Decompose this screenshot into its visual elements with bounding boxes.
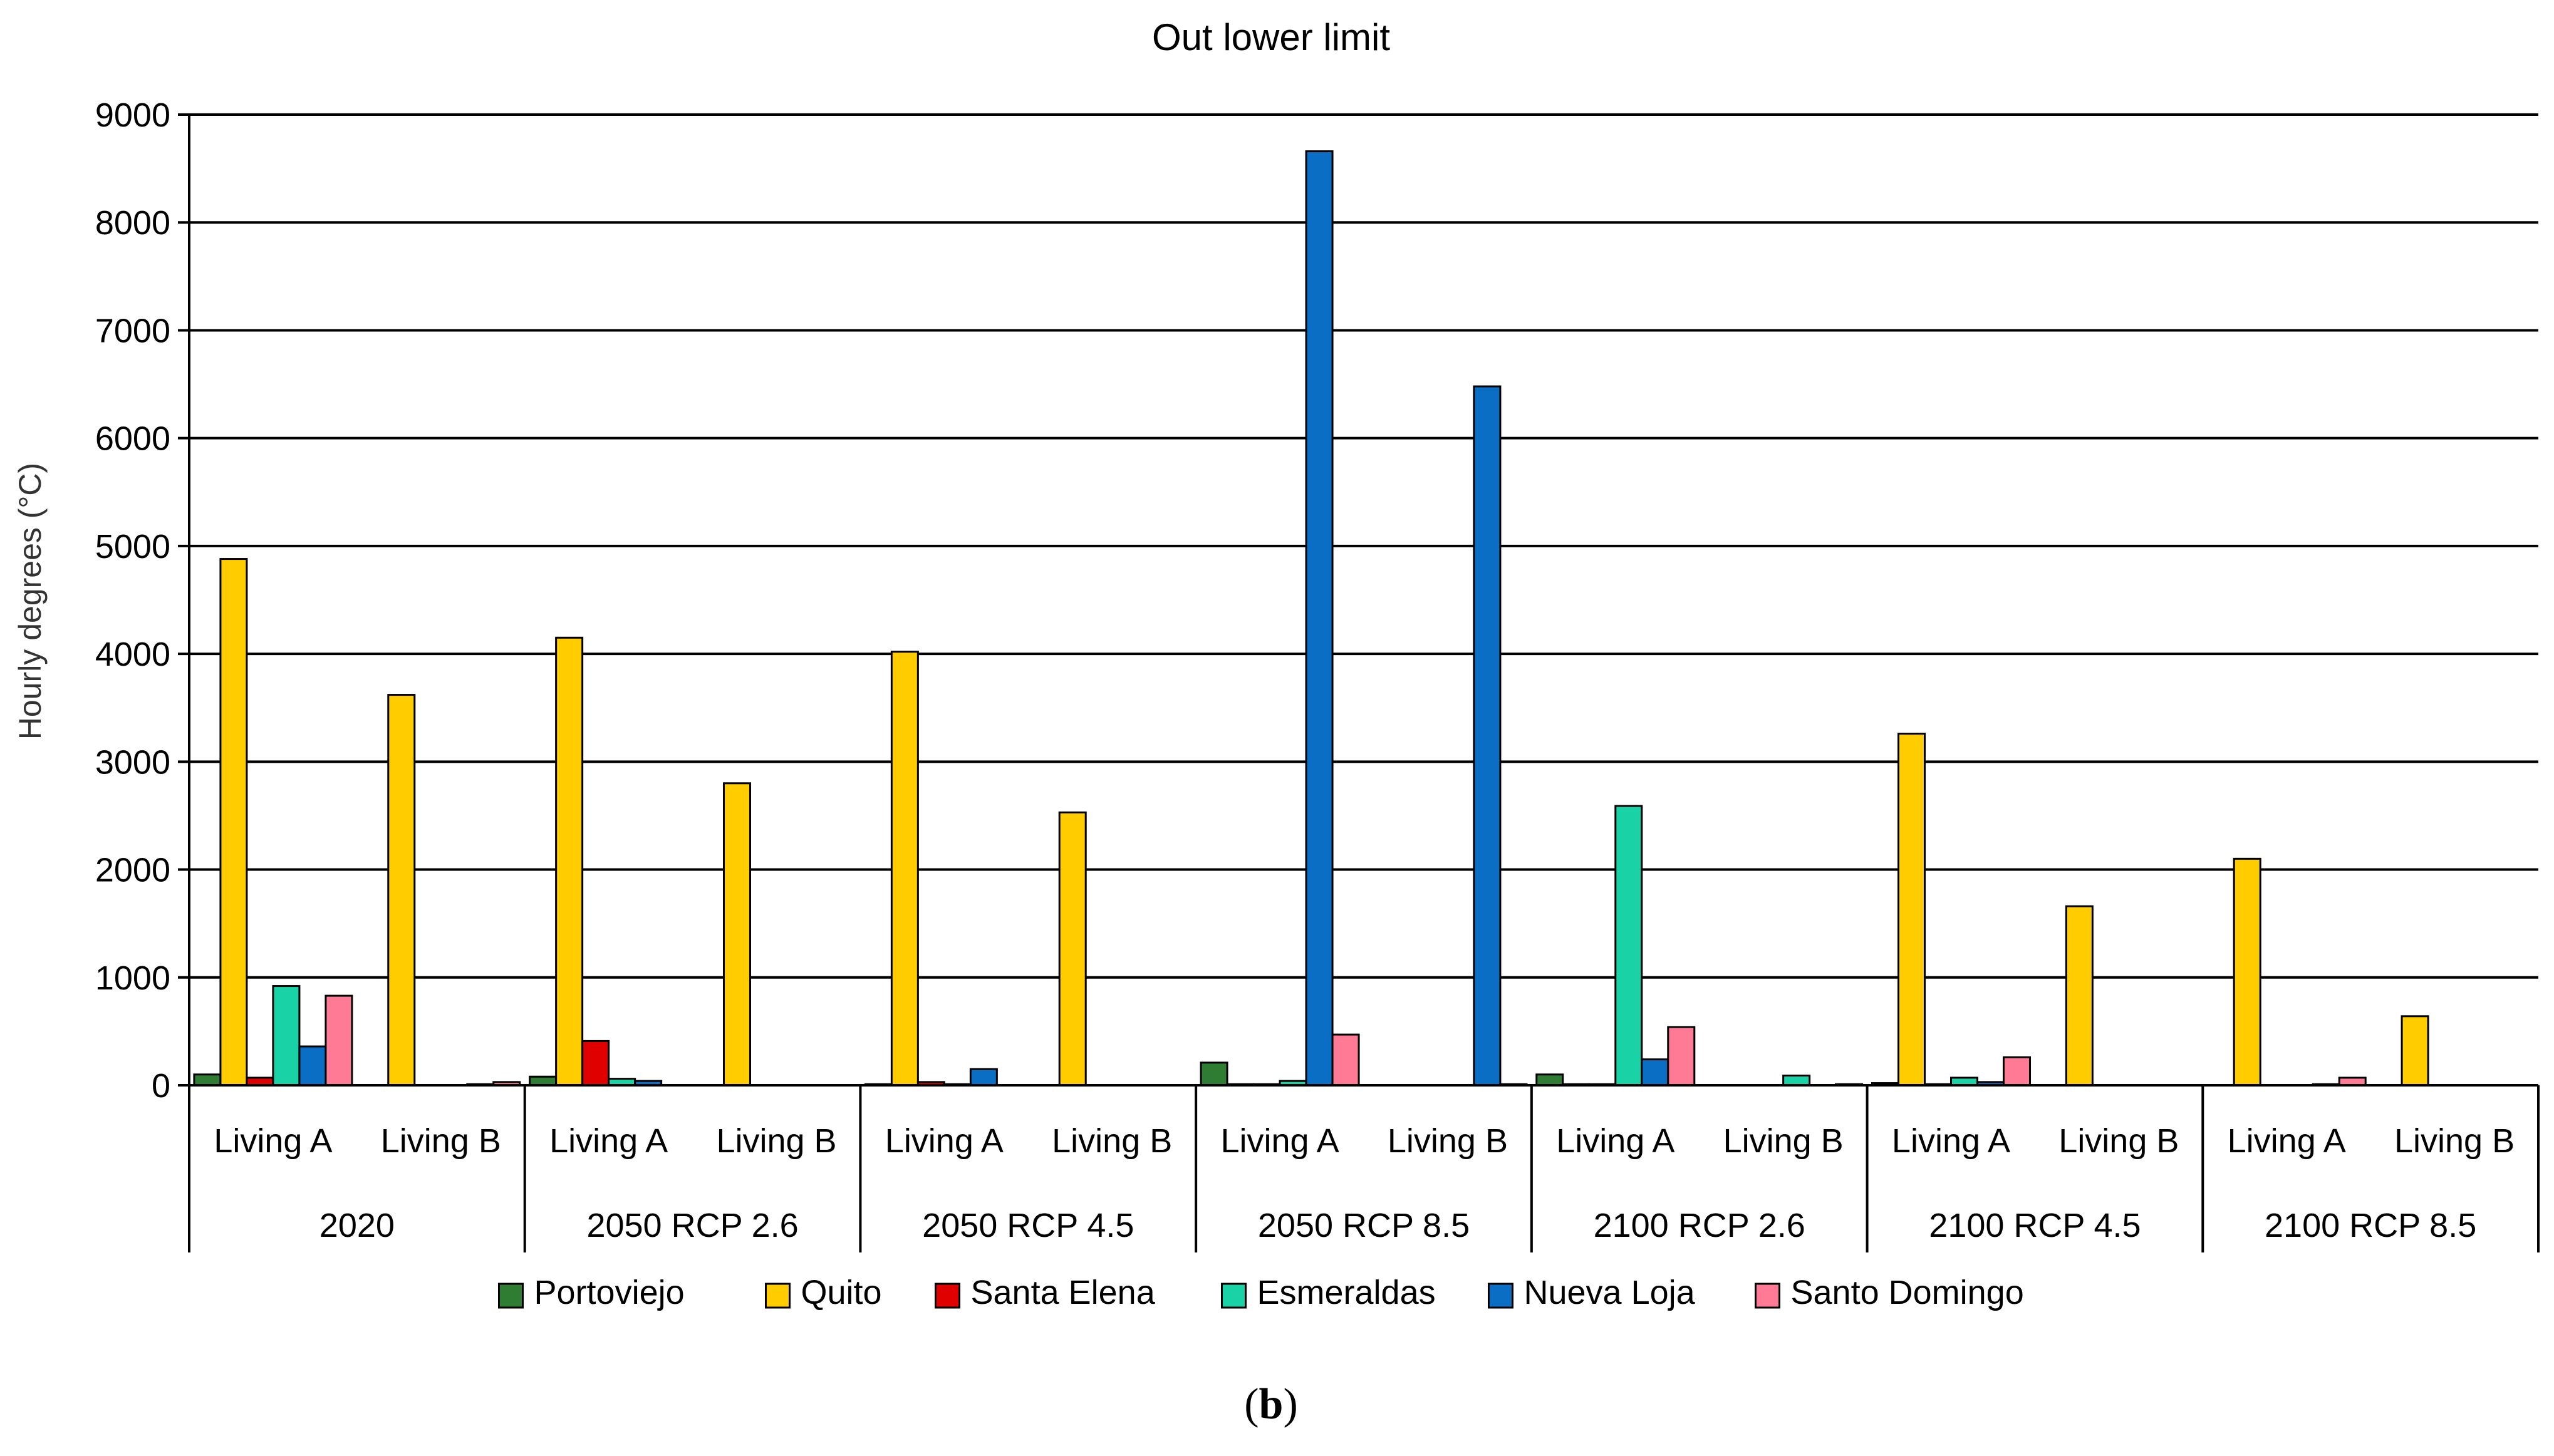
y-tick-label: 6000 <box>95 420 170 458</box>
legend-label: Portoviejo <box>534 1274 685 1311</box>
axes: 0 1000 2000 3000 4000 5000 6000 7000 8000 9000 <box>95 96 2538 1105</box>
bar-nueva-loja <box>969 1068 998 1087</box>
y-tick-label: 3000 <box>95 743 170 781</box>
x-group-label: 2100 RCP 8.5 <box>2265 1207 2476 1244</box>
y-tick-label: 8000 <box>95 204 170 242</box>
bar-nueva-loja <box>298 1045 327 1087</box>
y-tick-label: 1000 <box>95 959 170 997</box>
x-group-label: 2050 RCP 8.5 <box>1258 1207 1470 1244</box>
x-group-label: 2020 <box>319 1207 395 1244</box>
x-subcategory-label: Living B <box>2058 1122 2179 1160</box>
y-tick-label: 2000 <box>95 852 170 889</box>
legend-item: Quito <box>765 1274 882 1311</box>
bar-nueva-loja <box>1641 1058 1669 1087</box>
bar-nueva-loja <box>1305 150 1334 1087</box>
bar-santa-elena <box>581 1040 610 1087</box>
bar-quito <box>219 558 248 1087</box>
bar-quito <box>723 782 751 1087</box>
y-tick-label: 7000 <box>95 312 170 349</box>
bar-quito <box>1897 733 1926 1087</box>
legend-swatch <box>1755 1283 1780 1309</box>
caption-close: ) <box>1283 1380 1297 1428</box>
legend-item: Nueva Loja <box>1488 1274 1696 1311</box>
legend-item: Portoviejo <box>498 1274 685 1311</box>
x-subcategory-label: Living B <box>1723 1122 1844 1160</box>
x-subcategory-label: Living A <box>214 1122 332 1160</box>
x-group-label: 2050 RCP 2.6 <box>586 1207 798 1244</box>
bar-quito <box>2233 857 2261 1087</box>
x-subcategory-label: Living A <box>549 1122 668 1160</box>
bar-esmeraldas <box>1614 805 1643 1087</box>
caption-letter: b <box>1259 1380 1284 1428</box>
bar-portoviejo <box>1535 1073 1564 1087</box>
x-subcategory-label: Living A <box>1221 1122 1339 1160</box>
bar-quito <box>890 651 919 1087</box>
y-tick-label: 4000 <box>95 636 170 673</box>
gridlines <box>189 113 2538 979</box>
legend-swatch <box>1488 1283 1513 1309</box>
x-subcategory-label: Living B <box>1388 1122 1508 1160</box>
bar-quito <box>555 636 584 1087</box>
legend-item: Esmeraldas <box>1221 1274 1436 1311</box>
y-tick-label: 5000 <box>95 528 170 565</box>
legend-label: Santo Domingo <box>1791 1274 2024 1311</box>
legend-label: Esmeraldas <box>1257 1274 1436 1311</box>
x-subcategory-label: Living A <box>1556 1122 1674 1160</box>
chart-title: Out lower limit <box>1152 16 1390 58</box>
legend-swatch <box>1221 1283 1247 1309</box>
legend-swatch <box>498 1283 524 1309</box>
x-subcategory-label: Living B <box>381 1122 501 1160</box>
y-axis-label: Hourly degrees (°C) <box>13 463 48 740</box>
bar-santo-domingo <box>1331 1033 1360 1087</box>
x-subcategory-label: Living A <box>2228 1122 2346 1160</box>
x-subcategory-label: Living B <box>1052 1122 1172 1160</box>
bar-portoviejo <box>1200 1061 1228 1087</box>
bars <box>193 150 2429 1087</box>
bar-esmeraldas <box>272 985 301 1087</box>
legend-item: Santo Domingo <box>1755 1274 2024 1311</box>
legend-item: Santa Elena <box>935 1274 1156 1311</box>
bar-santo-domingo <box>2003 1056 2031 1087</box>
x-axis-categories: Living A Living B Living A Living B Living A… <box>188 1085 2540 1252</box>
legend-label: Santa Elena <box>971 1274 1156 1311</box>
bar-santo-domingo <box>1667 1026 1696 1087</box>
caption-open: ( <box>1244 1380 1259 1428</box>
bar-quito <box>2401 1015 2429 1087</box>
bar-quito <box>387 694 416 1087</box>
x-subcategory-label: Living A <box>1892 1122 2010 1160</box>
bar-portoviejo <box>529 1075 558 1087</box>
x-subcategory-label: Living A <box>885 1122 1004 1160</box>
x-group-label: 2050 RCP 4.5 <box>922 1207 1134 1244</box>
bar-nueva-loja <box>1473 385 1502 1087</box>
x-group-label: 2100 RCP 4.5 <box>1929 1207 2141 1244</box>
bar-quito <box>1058 811 1087 1087</box>
x-subcategory-label: Living B <box>2394 1122 2515 1160</box>
bar-quito <box>2065 905 2094 1087</box>
legend-label: Nueva Loja <box>1524 1274 1696 1311</box>
legend-swatch <box>935 1283 960 1309</box>
bar-portoviejo <box>193 1073 222 1087</box>
y-tick-label: 9000 <box>95 96 170 134</box>
bar-santo-domingo <box>324 994 353 1087</box>
legend: Portoviejo Quito Santa Elena Esmeraldas Nuev… <box>498 1274 2024 1311</box>
legend-label: Quito <box>801 1274 882 1311</box>
legend-swatch <box>765 1283 791 1309</box>
x-group-label: 2100 RCP 2.6 <box>1594 1207 1805 1244</box>
bar-esmeraldas <box>1782 1075 1811 1087</box>
y-tick-label: 0 <box>152 1067 170 1105</box>
figure-caption: (b) <box>1244 1380 1298 1428</box>
x-subcategory-label: Living B <box>716 1122 836 1160</box>
